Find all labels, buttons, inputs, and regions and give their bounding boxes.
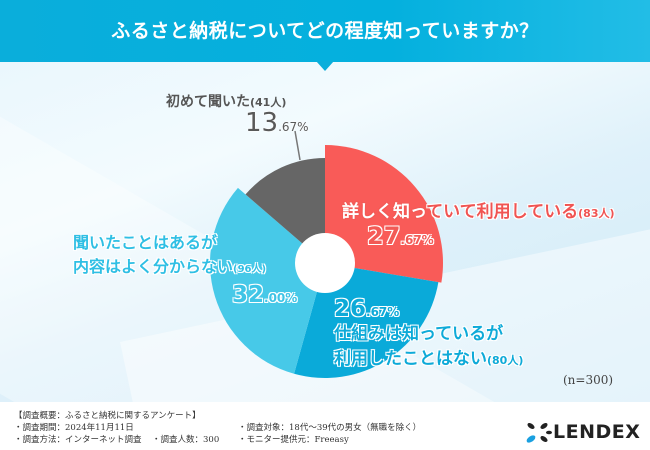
pie-slice-red [325, 145, 444, 283]
banner-pointer [316, 61, 334, 71]
survey-method: ・調査方法：インターネット調査 [14, 435, 142, 445]
percent-int: 13 [245, 108, 279, 138]
label-text: 初めて聞いた [166, 94, 250, 110]
count-label: (41人) [250, 96, 287, 109]
pie-slice-light-blue [210, 187, 325, 374]
leader-line [294, 130, 301, 161]
label-line-2: 内容はよく分からない [73, 257, 234, 276]
slice-label-light-blue: 聞いたことはあるが 内容はよく分からない(96人) [73, 231, 266, 282]
pie-slice-gray [245, 158, 325, 263]
percent-dec: .67% [400, 233, 434, 247]
survey-respondents: ・調査人数：300 [152, 435, 220, 445]
page-title: ふるさと納税についてどの程度知っていますか？ [111, 20, 539, 42]
lendex-logo-icon [526, 423, 552, 443]
slice-percent-light-blue: 32.00% [232, 282, 297, 308]
percent-int: 32 [232, 282, 265, 308]
label-text-inside: 詳しく知っ [342, 202, 427, 222]
lendex-logo: LENDEX [524, 420, 644, 446]
label-line-1: 聞いたことはあるが [73, 233, 218, 252]
survey-summary-title: 【調査概要：ふるさと納税に関するアンケート】 [14, 411, 201, 421]
lendex-logo-text: LENDEX [553, 421, 641, 443]
sample-size-label: (n=300) [563, 373, 614, 387]
percent-dec: .00% [264, 291, 298, 305]
title-banner: ふるさと納税についてどの程度知っていますか？ [0, 0, 650, 62]
slice-label-gray: 初めて聞いた(41人) [166, 91, 286, 111]
percent-int: 26 [334, 296, 367, 322]
survey-provider: ・モニター提供元：Freeasy [238, 435, 349, 445]
percent-dec: .67% [278, 120, 309, 134]
count-label: (80人) [487, 354, 524, 367]
count-label: (83人) [578, 207, 615, 220]
survey-target: ・調査対象：18代～39代の男女（無職を除く） [238, 423, 422, 433]
percent-int: 27 [367, 222, 401, 250]
pie-center-hole [295, 233, 355, 293]
percent-dec: .67% [366, 305, 400, 319]
survey-period: ・調査期間：2024年11月11日 [14, 423, 134, 433]
count-label: (96人) [233, 264, 267, 275]
label-line-1: 仕組みは知っているが [334, 324, 504, 344]
slice-label-dark-blue: 仕組みは知っているが 利用したことはない(80人) [334, 322, 523, 373]
slice-label-red: 詳しく知っていて利用している(83人) [342, 197, 615, 222]
slice-percent-dark-blue: 26.67% [334, 296, 399, 322]
slice-percent-gray: 13.67% [245, 108, 309, 138]
label-text-outside: ていて利用している [426, 202, 579, 222]
label-line-2: 利用したことはない [334, 349, 487, 369]
slice-percent-red: 27.67% [367, 222, 434, 250]
